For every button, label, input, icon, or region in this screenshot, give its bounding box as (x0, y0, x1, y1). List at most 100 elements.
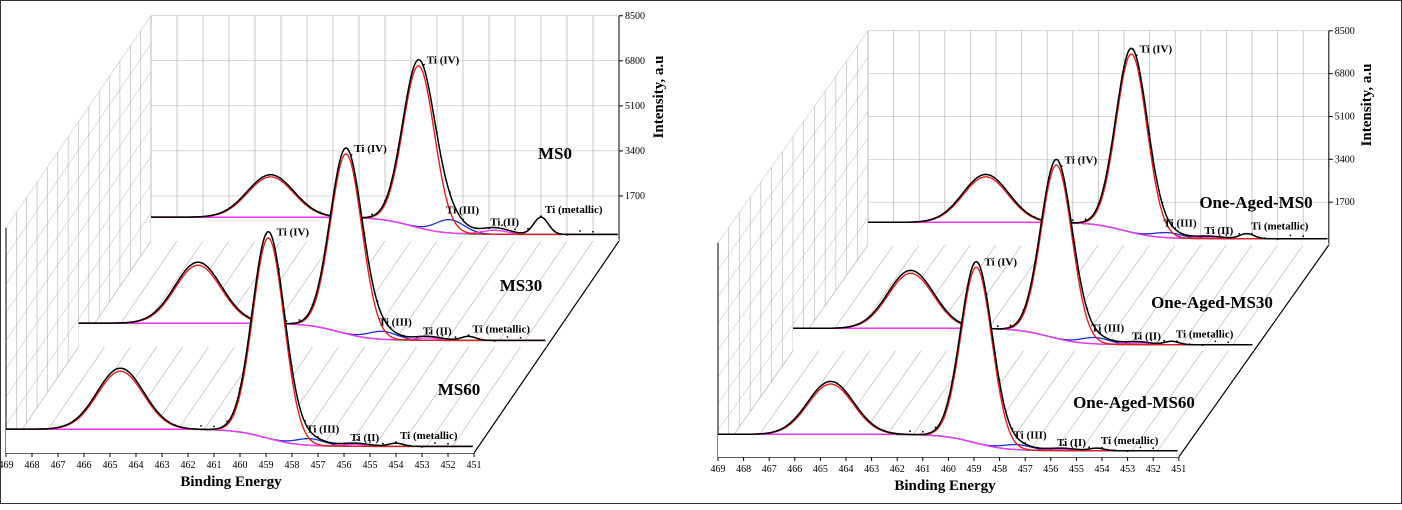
x-tick-label: 468 (736, 464, 751, 475)
peak-label: Ti (II) (1132, 331, 1161, 343)
series-fill (718, 261, 1179, 457)
data-point (324, 246, 327, 249)
y-tick-label: 6800 (1335, 69, 1355, 80)
data-point (1123, 66, 1125, 69)
data-point (1011, 427, 1014, 430)
side-gridline-h (5, 212, 152, 425)
data-point (909, 430, 911, 433)
data-point (462, 218, 464, 221)
peak-label: Ti (II) (350, 432, 379, 444)
data-point (1135, 54, 1138, 57)
data-point (947, 397, 950, 400)
data-point (246, 315, 249, 318)
data-point (395, 441, 397, 443)
peak-label: Ti (III) (1091, 323, 1124, 335)
ti4-component (718, 266, 1178, 452)
x-tick-label: 463 (864, 464, 879, 475)
x-tick-label: 462 (890, 464, 905, 475)
data-point (958, 321, 961, 323)
series-one-aged-ms30: Ti (IV) Ti (III) Ti (II) Ti (metallic) One-A… (793, 154, 1273, 351)
data-point (1022, 309, 1025, 312)
data-point (1263, 237, 1266, 240)
data-point (1009, 324, 1012, 327)
data-point (1227, 341, 1230, 344)
side-gridline-h (717, 57, 869, 270)
data-point (1124, 341, 1127, 344)
x-tick-label: 467 (51, 460, 66, 471)
side-gridline-h (717, 137, 869, 351)
x-tick-label: 463 (155, 460, 170, 471)
data-point (501, 224, 503, 227)
data-point (934, 426, 937, 429)
side-gridline-h (717, 218, 869, 431)
y-tick-label: 8500 (1335, 26, 1355, 37)
data-point (1238, 233, 1241, 235)
x-tick-label: 452 (441, 460, 456, 471)
series-name: One-Aged-MS0 (1199, 193, 1312, 212)
data-point (1086, 307, 1089, 310)
data-point (1024, 442, 1027, 444)
series-name: MS60 (438, 380, 481, 399)
data-point (1276, 238, 1279, 241)
data-point (1033, 216, 1036, 218)
data-point (363, 232, 366, 235)
y-tick-label: 6800 (625, 56, 645, 67)
peak-label: Ti (III) (1164, 218, 1197, 230)
x-tick-label: 460 (233, 460, 248, 471)
data-point (350, 153, 353, 156)
x-tick-label: 465 (813, 464, 828, 475)
series-ms60: Ti (IV) Ti (III) Ti (II) Ti (metallic) MS60 (6, 227, 480, 453)
x-tick-label: 458 (285, 460, 300, 471)
data-point (1174, 227, 1177, 230)
side-gridline-h (5, 100, 152, 313)
series-ms0: Ti (IV) Ti (III) Ti (II) Ti (metallic) MS0 (151, 55, 619, 241)
y-tick-label: 1700 (1335, 197, 1355, 208)
data-point (291, 365, 293, 367)
data-point (1150, 339, 1153, 342)
side-wall (717, 30, 869, 458)
y-tick-label: 3400 (1335, 154, 1355, 165)
peak-label: Ti (metallic) (1251, 221, 1309, 233)
data-point (415, 336, 418, 339)
data-point (1212, 232, 1215, 234)
data-point (1139, 446, 1142, 449)
peak-label: Ti (IV) (354, 143, 387, 155)
envelope-line (793, 158, 1253, 346)
x-tick-label: 459 (259, 460, 274, 471)
x-tick-labels: 469 468 467 466 465 464 463 462 461 460 459 458 457 4… (711, 457, 1186, 475)
peak-label: Ti (metallic) (1101, 435, 1159, 447)
data-point (527, 227, 529, 230)
y-axis-title: Intensity, a.u (651, 56, 667, 139)
peak-label: Ti (metallic) (473, 323, 531, 335)
envelope-line (151, 58, 618, 236)
data-point (985, 293, 988, 296)
peak-label: Ti (II) (1204, 225, 1233, 237)
data-point (514, 228, 516, 231)
ti4-component (868, 53, 1328, 240)
x-tick-label: 455 (363, 460, 378, 471)
data-point (454, 336, 457, 339)
side-gridline-h (5, 43, 152, 257)
x-tick-label: 461 (207, 460, 222, 471)
y-tick-label: 8500 (625, 11, 645, 22)
data-point (1062, 444, 1065, 446)
side-gridline-h (5, 184, 152, 397)
data-point (1137, 337, 1140, 340)
peak-label: Ti (IV) (1140, 43, 1173, 55)
peak-label: Ti (metallic) (400, 430, 458, 442)
ti4-component (151, 65, 618, 236)
x-tick-label: 462 (181, 460, 196, 471)
data-point (317, 436, 319, 438)
y-tick-label: 5100 (1335, 111, 1355, 122)
side-gridline-h (717, 191, 869, 404)
data-point (311, 303, 314, 306)
data-point (493, 340, 496, 342)
data-point (382, 442, 384, 445)
series-name: MS30 (500, 276, 543, 295)
data-point (428, 332, 431, 334)
data-point (960, 324, 963, 327)
side-gridline-h (717, 110, 869, 324)
data-point (1071, 219, 1074, 222)
x-tick-label: 454 (1095, 464, 1110, 475)
